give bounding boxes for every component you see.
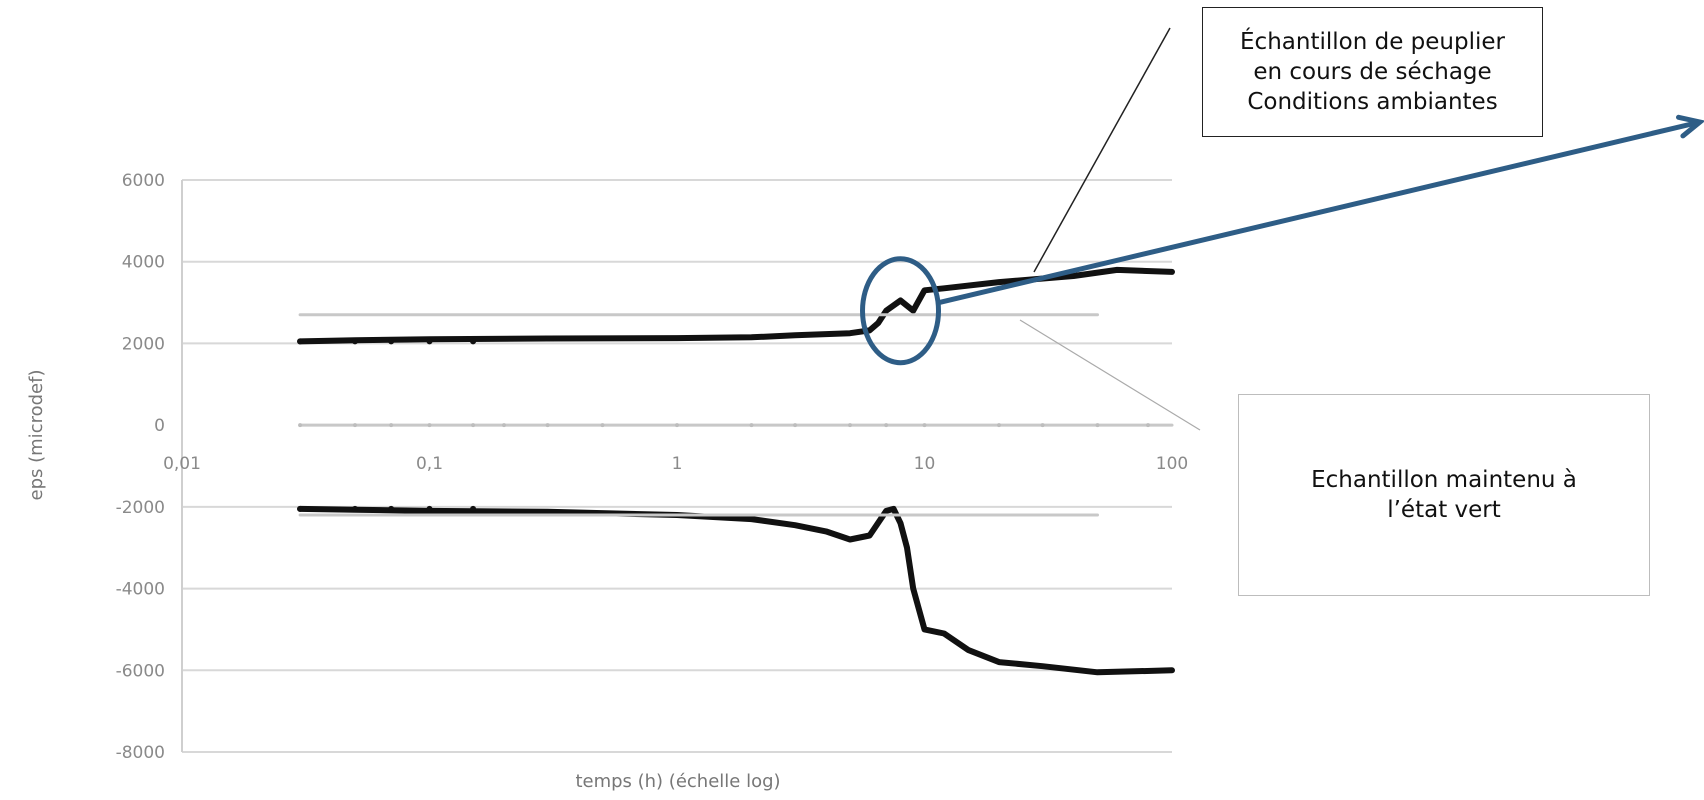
arrow-line (937, 119, 1701, 306)
zero-line-point (884, 423, 889, 428)
y-tick-label: -8000 (116, 743, 165, 763)
arrow-head-icon (1676, 114, 1704, 139)
zero-line-point (793, 423, 798, 428)
y-tick-label: 4000 (122, 253, 165, 273)
data-point (351, 505, 358, 512)
x-tick-label: 100 (1156, 454, 1188, 474)
zero-line-point (502, 423, 507, 428)
data-point (297, 505, 304, 512)
data-point (426, 505, 433, 512)
zero-line-point (427, 423, 432, 428)
annotation-line: l’état vert (1387, 497, 1501, 523)
annotation-overlays (860, 27, 1704, 431)
zero-line-point (922, 423, 927, 428)
y-tick-label: 0 (154, 416, 165, 436)
series-line (297, 266, 1175, 345)
zero-line-point (749, 423, 754, 428)
zero-line-point (1095, 423, 1100, 428)
callout-leader-bottom (1019, 319, 1201, 431)
series-line (297, 505, 1175, 676)
zero-line-point (352, 423, 357, 428)
zero-line-point (298, 423, 303, 428)
zero-line-point (545, 423, 550, 428)
zero-line-point (471, 423, 476, 428)
zero-line-point (1040, 423, 1045, 428)
x-axis-label: temps (h) (échelle log) (575, 771, 780, 792)
tick-labels: 6000 4000 2000 0 -2000 -4000 -6000 -8000 0,01 0,1… (116, 171, 1189, 763)
annotation-line: Échantillon de peuplier (1240, 29, 1505, 55)
highlight-ellipse (860, 256, 942, 366)
y-tick-label: -2000 (116, 498, 165, 518)
x-tick-label: 0,1 (416, 454, 443, 474)
zero-line-point (600, 423, 605, 428)
zero-line-point (847, 423, 852, 428)
y-axis-label: eps (microdef) (26, 370, 47, 501)
y-tick-label: 6000 (122, 171, 165, 191)
annotation-line: Echantillon maintenu à (1311, 467, 1577, 493)
x-tick-label: 1 (672, 454, 683, 474)
data-point (426, 338, 433, 345)
zero-line-point (997, 423, 1002, 428)
data-point (470, 338, 477, 345)
data-point (388, 505, 395, 512)
series (297, 266, 1175, 676)
data-point (388, 338, 395, 345)
annotation-box-green-sample: Echantillon maintenu à l’état vert (1238, 394, 1650, 596)
x-tick-label: 10 (914, 454, 936, 474)
annotation-line: Conditions ambiantes (1247, 89, 1498, 115)
zero-line-point (675, 423, 679, 428)
data-point (470, 505, 477, 512)
zero-line-point (1146, 423, 1151, 428)
zero-line-point (389, 423, 394, 428)
annotation-box-drying-sample: Échantillon de peuplier en cours de séch… (1202, 7, 1543, 137)
callout-leader-top (1033, 27, 1171, 273)
y-tick-label: 2000 (122, 334, 165, 354)
y-tick-label: -6000 (116, 661, 165, 681)
data-point (297, 338, 304, 345)
x-tick-label: 0,01 (163, 454, 201, 474)
y-tick-label: -4000 (116, 580, 165, 600)
annotation-line: en cours de séchage (1253, 59, 1492, 85)
data-point (351, 338, 358, 345)
